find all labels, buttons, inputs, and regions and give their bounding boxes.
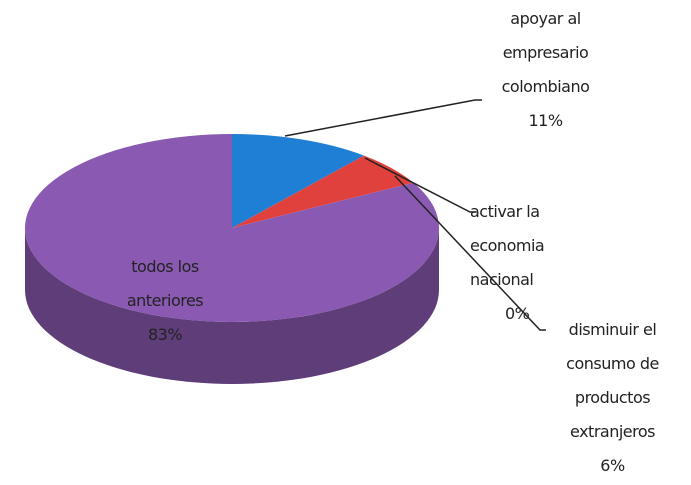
category-label: todos los anteriores	[126, 257, 204, 310]
category-label: disminuir el consumo de productos extran…	[566, 320, 659, 441]
category-label: apoyar al empresario colombiano	[501, 9, 590, 96]
pie-slice	[25, 134, 439, 323]
data-label: disminuir el consumo de productos extran…	[540, 313, 685, 483]
leader-line	[364, 157, 476, 213]
data-label: apoyar al empresario colombiano 11%	[478, 2, 613, 138]
pie-slice-side	[25, 228, 439, 384]
data-label: activar la economia nacional 0%	[470, 195, 580, 331]
data-label: todos los anteriores 83%	[105, 250, 225, 352]
pie-sides	[25, 228, 439, 384]
pie-top	[25, 134, 439, 323]
leader-line	[284, 99, 482, 137]
pie-slice	[232, 155, 414, 228]
leader-line	[394, 175, 546, 331]
value-label: 11%	[528, 111, 563, 130]
value-label: 0%	[505, 304, 530, 323]
category-label: activar la economia nacional	[470, 202, 545, 289]
pie-slice	[232, 134, 364, 228]
value-label: 83%	[147, 325, 183, 344]
value-label: 6%	[600, 456, 625, 475]
